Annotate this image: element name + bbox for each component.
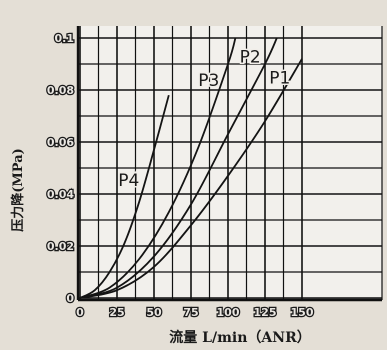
series-label-p3: P3	[198, 71, 219, 91]
tick-labels: 0 25 50 75 100 125 150 0 0.02 0.04 0.06 0.08 0.1	[46, 31, 316, 321]
x-tick-label: 125	[254, 306, 277, 319]
y-tick-label: 0	[66, 292, 74, 305]
series-label-p4: P4	[118, 171, 139, 191]
x-axis-title: 流量 L/min（ANR）	[169, 329, 310, 346]
x-tick-label: 0	[76, 306, 84, 319]
y-tick-label: 0.04	[47, 188, 74, 201]
y-tick-label: 0.06	[47, 136, 74, 149]
series-curves	[79, 37, 303, 299]
x-tick-label: 75	[183, 306, 198, 319]
grid	[76, 26, 383, 302]
x-tick-label: 50	[146, 306, 162, 319]
x-tick-label: 100	[217, 306, 240, 319]
plot-background	[78, 26, 382, 300]
series-labels: P4 P3 P2 P1	[117, 46, 292, 192]
series-curve-p2	[79, 37, 278, 299]
series-label-p2: P2	[240, 48, 261, 68]
y-tick-label: 0.1	[55, 32, 75, 45]
x-tick-label: 150	[291, 306, 314, 319]
y-tick-label: 0.08	[47, 84, 74, 97]
y-tick-label: 0.02	[47, 240, 74, 253]
series-curve-p3	[79, 37, 237, 299]
series-label-p1: P1	[269, 69, 290, 89]
x-tick-label: 25	[109, 306, 124, 319]
y-axis-title: 压力降(MPa)	[10, 148, 26, 232]
series-curve-p4	[79, 94, 170, 299]
series-curve-p1	[79, 58, 303, 299]
